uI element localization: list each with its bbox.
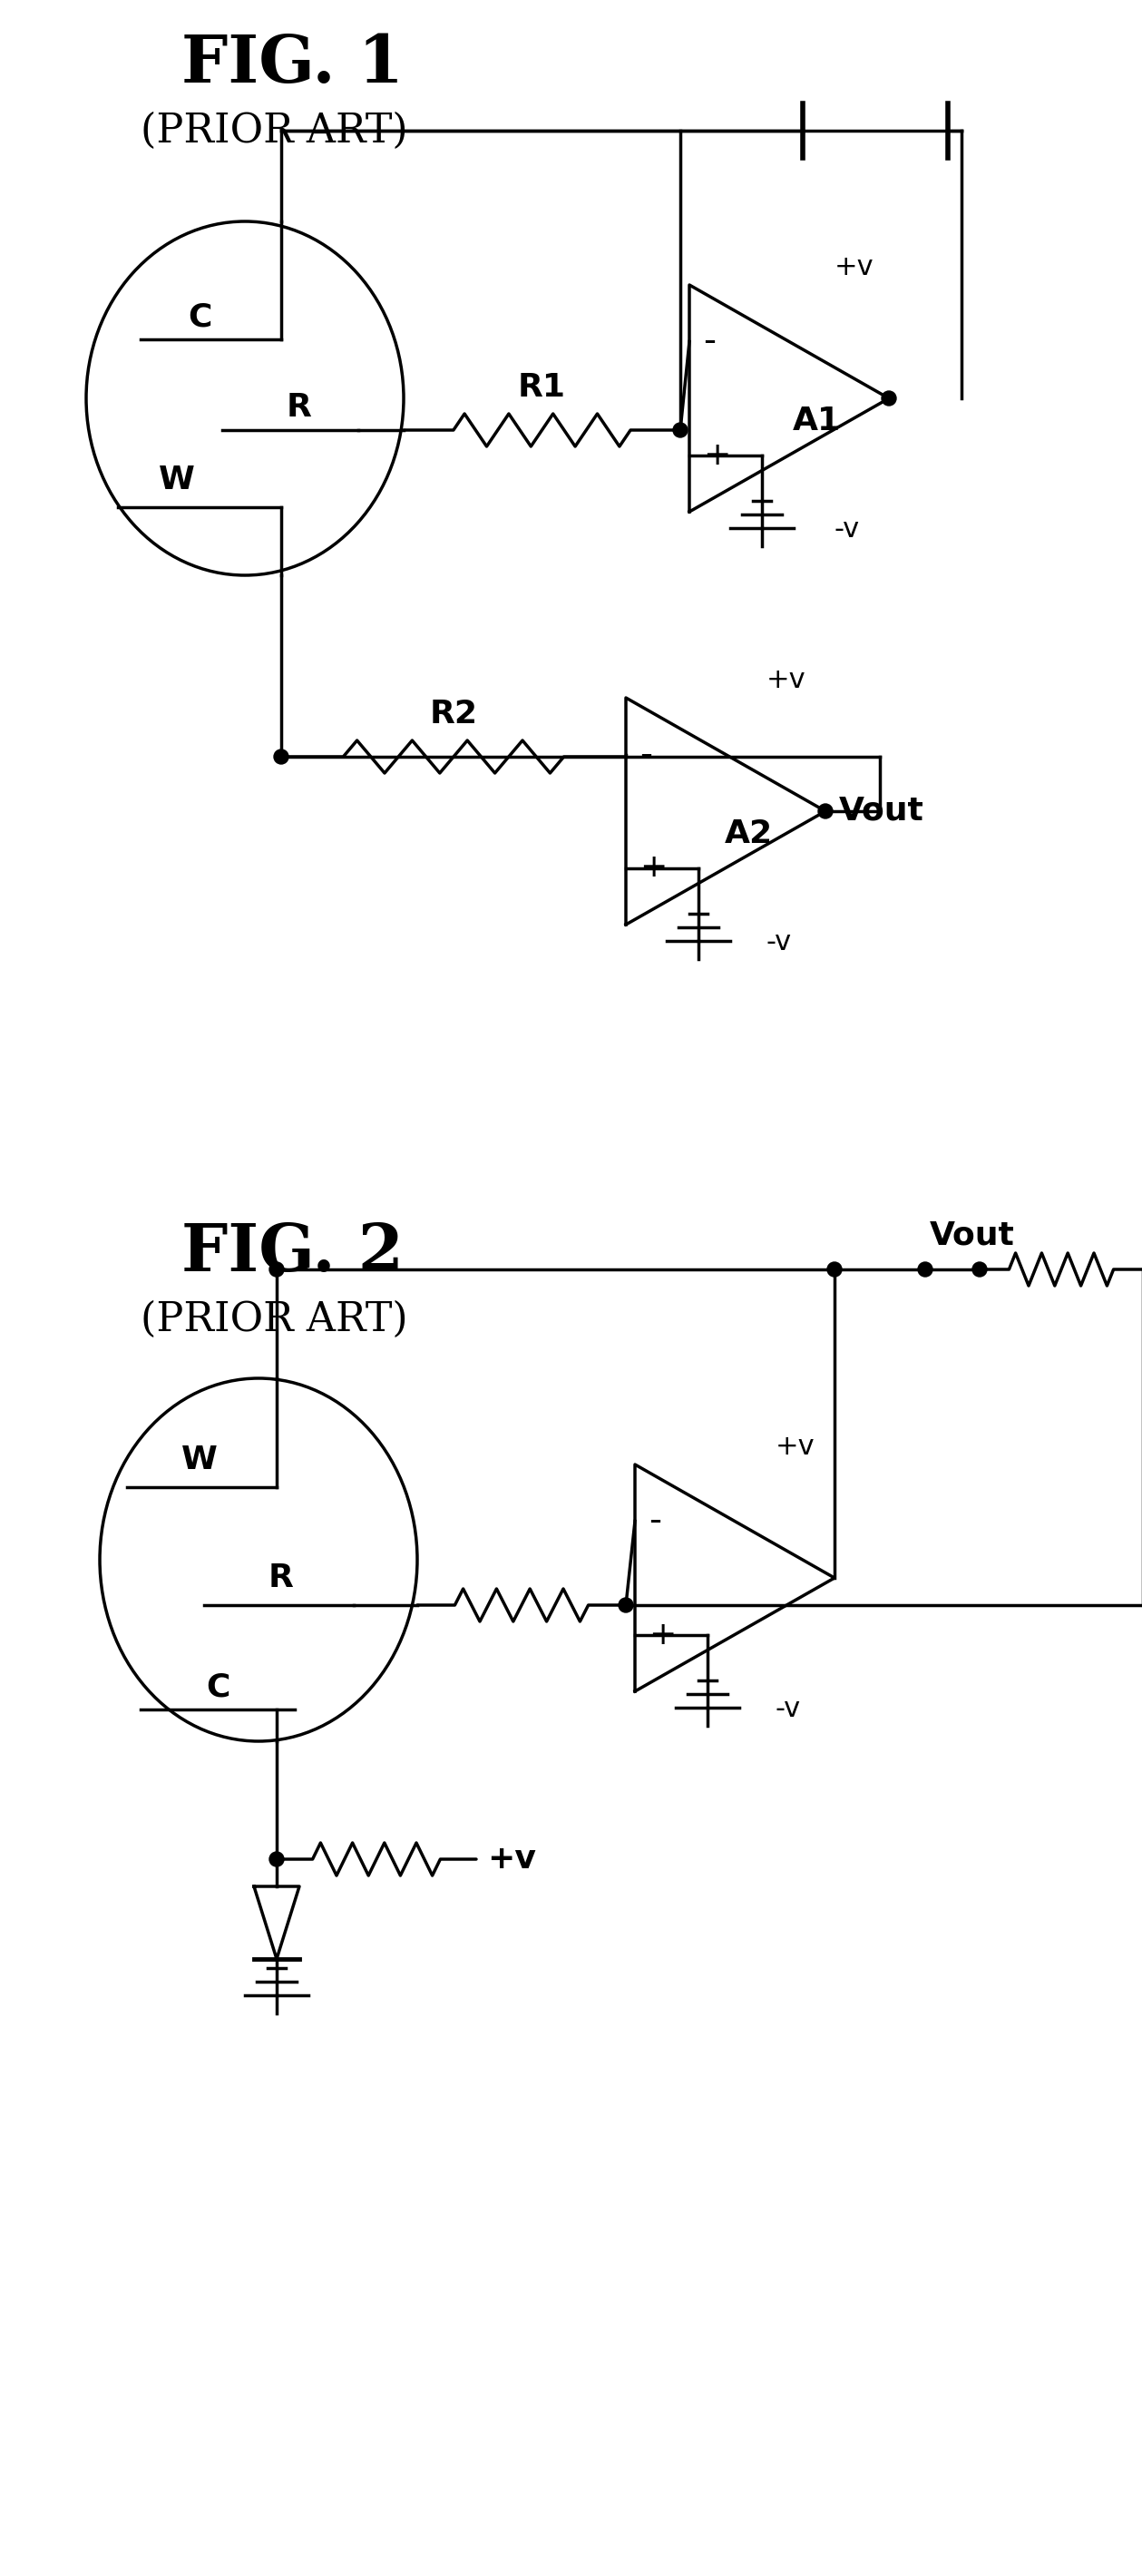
Text: -: - [649,1504,661,1538]
Text: A2: A2 [724,819,772,850]
Text: Vout: Vout [930,1221,1015,1252]
Text: +: + [649,1620,676,1651]
Text: +v: +v [775,1435,815,1461]
Text: FIG. 1: FIG. 1 [182,31,403,95]
Text: +v: +v [766,667,806,693]
Text: R: R [268,1564,293,1595]
Text: -v: -v [766,930,793,956]
Text: +: + [703,440,731,471]
Circle shape [673,422,687,438]
Text: -v: -v [775,1695,801,1723]
Text: (PRIOR ART): (PRIOR ART) [140,1301,408,1340]
Text: Vout: Vout [839,796,924,827]
Circle shape [882,392,896,404]
Text: +v: +v [488,1844,536,1875]
Text: FIG. 2: FIG. 2 [182,1221,403,1285]
Circle shape [827,1262,842,1278]
Circle shape [270,1262,284,1278]
Text: R: R [287,392,312,422]
Text: A1: A1 [793,404,841,435]
Text: C: C [187,301,211,332]
Text: +: + [640,853,667,884]
Text: -: - [640,737,652,773]
Text: -: - [703,325,716,358]
Circle shape [818,804,833,819]
Text: +v: +v [835,255,874,281]
Text: C: C [206,1672,230,1703]
Circle shape [619,1597,633,1613]
Circle shape [918,1262,933,1278]
Text: -v: -v [835,515,860,544]
Text: (PRIOR ART): (PRIOR ART) [140,111,408,149]
Text: W: W [159,464,195,495]
Circle shape [274,750,289,765]
Text: W: W [182,1445,218,1476]
Circle shape [270,1852,284,1868]
Text: R1: R1 [517,371,565,402]
Text: R2: R2 [429,698,477,729]
Circle shape [972,1262,987,1278]
